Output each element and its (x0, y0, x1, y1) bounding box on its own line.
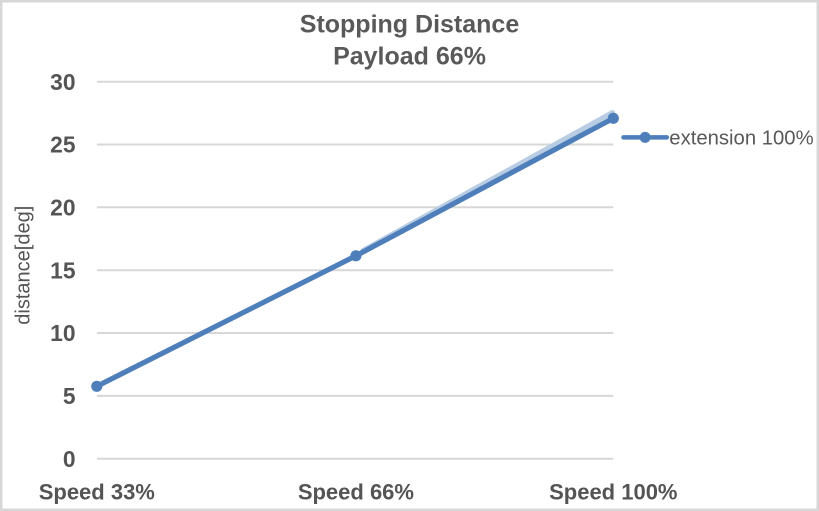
svg-text:distance[deg]: distance[deg] (12, 206, 34, 325)
svg-text:Speed 100%: Speed 100% (549, 480, 677, 505)
svg-text:Speed 66%: Speed 66% (298, 480, 414, 505)
svg-text:0: 0 (63, 446, 76, 472)
svg-text:Stopping Distance: Stopping Distance (300, 11, 520, 39)
svg-text:Speed 33%: Speed 33% (39, 480, 155, 505)
svg-text:extension 100%: extension 100% (669, 127, 813, 149)
svg-text:5: 5 (63, 383, 76, 409)
svg-text:Payload 66%: Payload 66% (333, 42, 486, 70)
svg-text:20: 20 (50, 194, 75, 220)
svg-text:30: 30 (50, 69, 75, 95)
svg-text:15: 15 (50, 257, 76, 283)
svg-text:10: 10 (50, 320, 75, 346)
svg-text:25: 25 (50, 132, 76, 158)
